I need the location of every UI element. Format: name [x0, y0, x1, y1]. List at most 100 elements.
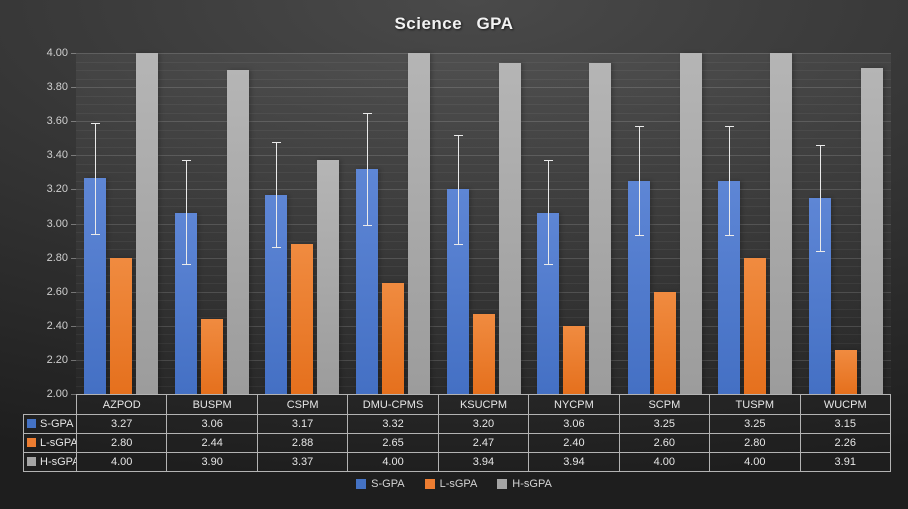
table-cell-L-sGPA-TUSPM: 2.80 — [709, 433, 801, 453]
y-axis-tick-label: 3.00 — [46, 217, 68, 230]
table-cell-H-sGPA-AZPOD: 4.00 — [75, 452, 168, 472]
table-cell-L-sGPA-WUCPM: 2.26 — [799, 433, 891, 453]
bar-S-GPA-CSPM[interactable] — [265, 194, 288, 394]
bar-S-GPA-SCPM[interactable] — [627, 180, 650, 394]
table-cell-L-sGPA-AZPOD: 2.80 — [75, 433, 168, 453]
bar-S-GPA-BUSPM[interactable] — [174, 213, 197, 394]
table-cell-L-sGPA-CSPM: 2.88 — [256, 433, 349, 453]
y-axis-tick — [71, 359, 76, 361]
bar-L-sGPA-NYCPM[interactable] — [563, 325, 586, 394]
legend-item-L-sGPA[interactable]: L-sGPA — [424, 478, 478, 490]
table-header-BUSPM: BUSPM — [166, 394, 258, 415]
table-cell-H-sGPA-KSUCPM: 3.94 — [437, 452, 530, 472]
error-bar-cap — [725, 126, 735, 128]
bar-H-sGPA-DMU-CPMS[interactable] — [407, 53, 430, 394]
gridline-minor — [76, 197, 891, 199]
table-header-WUCPM: WUCPM — [799, 394, 891, 415]
gridline-major — [76, 257, 891, 259]
table-header-TUSPM: TUSPM — [709, 394, 801, 415]
bar-H-sGPA-NYCPM[interactable] — [589, 63, 612, 394]
table-header-NYCPM: NYCPM — [528, 394, 620, 415]
legend-label: L-sGPA — [439, 478, 478, 490]
bar-S-GPA-TUSPM[interactable] — [718, 180, 741, 394]
bar-L-sGPA-CSPM[interactable] — [291, 244, 314, 394]
error-bar-cap — [634, 126, 644, 128]
bar-S-GPA-KSUCPM[interactable] — [446, 189, 469, 394]
bar-H-sGPA-KSUCPM[interactable] — [498, 63, 521, 394]
gridline-minor — [76, 283, 891, 285]
bar-L-sGPA-DMU-CPMS[interactable] — [381, 283, 404, 394]
bar-H-sGPA-TUSPM[interactable] — [770, 53, 793, 394]
error-bar-cap — [91, 122, 101, 124]
legend-label: H-sGPA — [512, 478, 552, 490]
error-bar-cap — [272, 247, 282, 249]
gridline-minor — [76, 129, 891, 131]
y-axis-tick — [71, 87, 76, 89]
table-cell-L-sGPA-KSUCPM: 2.47 — [437, 433, 530, 453]
bar-L-sGPA-KSUCPM[interactable] — [472, 313, 495, 394]
bar-S-GPA-NYCPM[interactable] — [537, 213, 560, 394]
error-bar-cap — [181, 160, 191, 162]
gridline-minor — [76, 232, 891, 233]
y-axis-tick-label: 3.40 — [46, 149, 68, 162]
error-bar-AZPOD — [95, 122, 97, 234]
gridline-minor — [76, 61, 891, 63]
gridline-minor — [76, 78, 891, 80]
table-cell-S-GPA-TUSPM: 3.25 — [709, 414, 801, 434]
y-axis-tick — [71, 155, 76, 157]
y-axis-tick — [71, 291, 76, 293]
table-cell-S-GPA-BUSPM: 3.06 — [166, 414, 258, 434]
bar-H-sGPA-WUCPM[interactable] — [860, 68, 883, 394]
y-axis-tick — [71, 325, 76, 327]
chart-title[interactable]: Science GPA — [394, 14, 514, 33]
y-axis-tick — [71, 257, 76, 259]
y-axis-tick — [71, 223, 76, 225]
error-bar-cap — [362, 112, 372, 114]
table-cell-L-sGPA-NYCPM: 2.40 — [528, 433, 620, 453]
gridline-minor — [76, 172, 891, 174]
bar-L-sGPA-WUCPM[interactable] — [834, 349, 857, 394]
table-cell-S-GPA-NYCPM: 3.06 — [528, 414, 620, 434]
bar-L-sGPA-BUSPM[interactable] — [200, 319, 223, 394]
y-axis-tick — [71, 53, 76, 54]
y-axis-tick-label: 3.80 — [46, 81, 68, 94]
error-bar-cap — [815, 145, 825, 147]
table-cell-H-sGPA-BUSPM: 3.90 — [166, 452, 258, 472]
error-bar-cap — [815, 250, 825, 252]
table-cell-H-sGPA-SCPM: 4.00 — [618, 452, 711, 472]
bar-H-sGPA-AZPOD[interactable] — [136, 53, 159, 394]
bar-S-GPA-WUCPM[interactable] — [808, 197, 831, 394]
gridline-minor — [76, 206, 891, 208]
table-header-SCPM: SCPM — [618, 394, 711, 415]
error-bar-cap — [544, 160, 554, 162]
data-table-grid: AZPOD BUSPM CSPM DMU-CPMS KSUCPM NYCPM SCPM TUS… — [23, 394, 891, 472]
bar-H-sGPA-BUSPM[interactable] — [226, 70, 249, 394]
table-cell-S-GPA-CSPM: 3.17 — [256, 414, 349, 434]
bar-L-sGPA-AZPOD[interactable] — [110, 257, 133, 394]
legend-item-S-GPA[interactable]: S-GPA — [356, 478, 405, 490]
table-cell-H-sGPA-CSPM: 3.37 — [256, 452, 349, 472]
bar-L-sGPA-SCPM[interactable] — [653, 291, 676, 394]
bar-L-sGPA-TUSPM[interactable] — [744, 257, 767, 394]
gridline-major — [76, 155, 891, 157]
bar-H-sGPA-SCPM[interactable] — [679, 53, 702, 394]
error-bar-cap — [634, 235, 644, 237]
error-bar-cap — [181, 264, 191, 266]
y-axis-tick-label: 2.80 — [46, 251, 68, 264]
gridline-minor — [76, 249, 891, 251]
error-bar-cap — [272, 141, 282, 143]
error-bar-cap — [453, 134, 463, 136]
error-bar-KSUCPM — [457, 134, 459, 244]
error-bar-cap — [362, 225, 372, 227]
legend: S-GPA L-sGPA H-sGPA — [0, 478, 908, 490]
legend-item-H-sGPA[interactable]: H-sGPA — [497, 478, 552, 490]
bar-S-GPA-AZPOD[interactable] — [84, 177, 107, 394]
table-header-CSPM: CSPM — [256, 394, 349, 415]
gridline-minor — [76, 308, 891, 310]
gridline-minor — [76, 266, 891, 268]
y-axis-tick — [71, 189, 76, 191]
bar-S-GPA-DMU-CPMS[interactable] — [355, 168, 378, 394]
bar-H-sGPA-CSPM[interactable] — [317, 160, 340, 394]
error-bar-NYCPM — [548, 160, 550, 265]
